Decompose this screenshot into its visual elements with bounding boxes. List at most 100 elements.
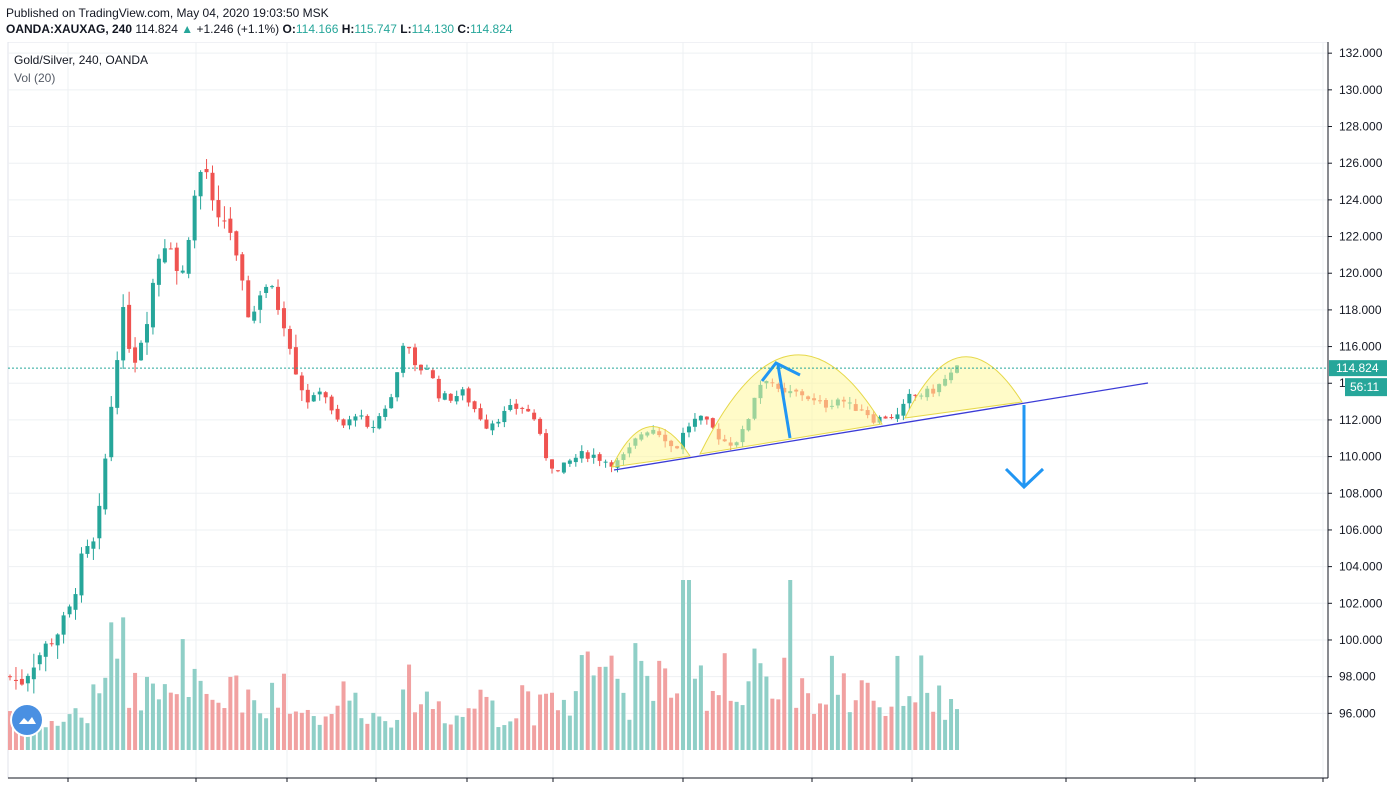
volume-bar xyxy=(681,580,686,750)
candle-body xyxy=(413,347,418,366)
candle-body xyxy=(198,171,203,197)
candle-body xyxy=(216,200,221,218)
volume-bar xyxy=(770,698,775,750)
candle-body xyxy=(133,347,138,363)
volume-bar xyxy=(526,691,531,750)
candle-body xyxy=(61,615,66,635)
candle-body xyxy=(383,408,388,417)
volume-bar xyxy=(758,663,763,750)
volume-bar xyxy=(657,660,662,750)
candle-body xyxy=(686,426,691,433)
volume-bar xyxy=(472,708,477,750)
volume-bar xyxy=(883,715,888,750)
candle-body xyxy=(490,423,495,431)
high-label: H: xyxy=(341,22,355,36)
volume-bar xyxy=(418,704,423,750)
volume-bar xyxy=(240,712,245,750)
volume-bar xyxy=(829,655,834,750)
volume-bar xyxy=(579,655,584,750)
volume-bar xyxy=(127,707,132,750)
volume-bar xyxy=(371,712,376,750)
volume-bar xyxy=(692,678,697,750)
open-value: 114.166 xyxy=(295,22,339,36)
tradingview-logo-icon[interactable] xyxy=(12,705,42,735)
candle-body xyxy=(103,458,108,510)
countdown-label: 56:11 xyxy=(1350,380,1379,394)
candle-body xyxy=(544,433,549,459)
candle-body xyxy=(276,286,281,310)
volume-bar xyxy=(436,701,441,750)
candle-body xyxy=(424,368,429,370)
candle-body xyxy=(609,462,614,467)
volume-bar xyxy=(567,715,572,750)
candle-body xyxy=(502,410,507,423)
y-tick-label: 102.000 xyxy=(1339,596,1383,610)
candle-body xyxy=(85,546,90,554)
candle-body xyxy=(520,407,525,409)
volume-bar xyxy=(949,699,954,750)
time-axis[interactable]: 162312:00Apr12:00132027May111825 xyxy=(8,777,1330,786)
candle-body xyxy=(37,655,42,665)
price-axis[interactable]: 132.000 130.000 128.000 126.000 124.000 122.0… xyxy=(1327,42,1387,778)
volume-bar xyxy=(597,666,602,750)
volume-bar xyxy=(710,690,715,750)
candle-body xyxy=(121,307,126,361)
candle-body xyxy=(538,418,543,434)
volume-bar xyxy=(669,697,674,750)
volume-bar xyxy=(466,708,471,750)
candle-body xyxy=(293,347,298,375)
y-tick-label: 122.000 xyxy=(1339,230,1383,244)
volume-bar xyxy=(532,725,537,750)
volume-bar xyxy=(788,580,793,750)
volume-bar xyxy=(835,694,840,750)
volume-bar xyxy=(228,676,233,750)
volume-bar xyxy=(627,719,632,750)
candle-body xyxy=(454,396,459,402)
y-tick-label: 98.000 xyxy=(1339,670,1376,684)
volume-bar xyxy=(424,691,429,750)
price-chart[interactable]: 132.000 130.000 128.000 126.000 124.000 122.0… xyxy=(0,42,1396,786)
candle-body xyxy=(907,393,912,404)
volume-bar xyxy=(311,716,316,750)
volume-bar xyxy=(859,680,864,750)
volume-bar xyxy=(603,666,608,750)
candle-body xyxy=(597,454,602,461)
volume-bar xyxy=(264,718,269,750)
candle-body xyxy=(389,397,394,409)
volume-bar xyxy=(323,716,328,750)
volume-bar xyxy=(698,665,703,750)
high-value: 115.747 xyxy=(354,22,397,36)
volume-bar xyxy=(365,723,370,750)
volume-bar xyxy=(871,700,876,750)
volume-bar xyxy=(502,725,507,750)
volume-bar xyxy=(544,693,549,750)
candle-body xyxy=(401,345,406,373)
volume-bar xyxy=(925,692,930,750)
candle-body xyxy=(252,311,257,321)
volume-indicator-label: Vol (20) xyxy=(14,71,56,85)
volume-bar xyxy=(573,691,578,750)
volume-bar xyxy=(216,702,221,750)
volume-bar xyxy=(353,692,358,750)
volume-bar xyxy=(484,696,489,750)
y-tick-label: 116.000 xyxy=(1339,340,1382,354)
y-tick-label: 110.000 xyxy=(1339,450,1382,464)
volume-bar xyxy=(901,705,906,750)
candle-body xyxy=(359,415,364,417)
volume-bar xyxy=(317,724,322,750)
candle-body xyxy=(287,328,292,349)
candle-body xyxy=(222,220,227,222)
candle-body xyxy=(299,375,304,391)
chart-title: Gold/Silver, 240, OANDA xyxy=(14,53,149,67)
candle-body xyxy=(156,258,161,285)
volume-bar xyxy=(210,699,215,750)
volume-bar xyxy=(281,673,286,750)
candle-body xyxy=(180,270,185,273)
volume-bar xyxy=(549,692,554,750)
volume-bar xyxy=(270,682,275,750)
volume-bar xyxy=(734,701,739,750)
candle-body xyxy=(13,679,18,681)
candle-body xyxy=(704,416,709,420)
volume-bar xyxy=(955,709,959,750)
volume-bar xyxy=(454,715,459,750)
